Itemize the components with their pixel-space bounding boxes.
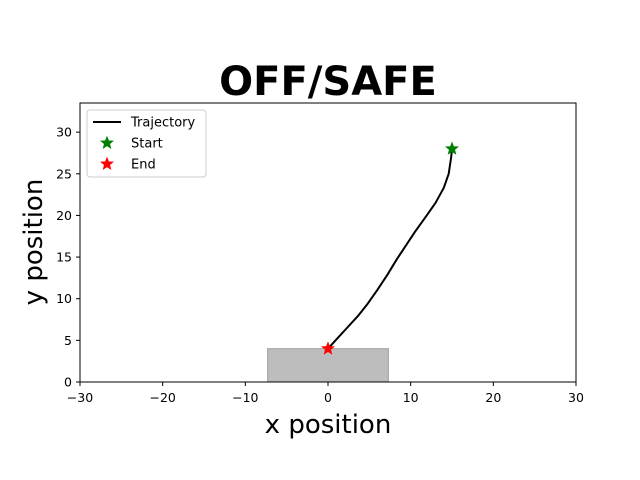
- x-tick-label-1: −20: [149, 390, 175, 405]
- y-tick-label-5: 25: [56, 166, 72, 181]
- x-axis-label: x position: [265, 410, 392, 440]
- y-axis-label: y position: [19, 179, 49, 306]
- y-tick-label-0: 0: [64, 375, 72, 390]
- y-tick-label-3: 15: [56, 250, 72, 265]
- chart-title: OFF/SAFE: [219, 59, 437, 105]
- y-tick-label-2: 10: [56, 291, 72, 306]
- x-tick-label-4: 10: [403, 390, 419, 405]
- x-tick-label-3: 0: [324, 390, 332, 405]
- safe-zone-region-0: [267, 348, 389, 383]
- y-tick-label-6: 30: [56, 125, 72, 140]
- plot-area: −30 −20 −10 0 10 20 30 0 5 10 15 20 25 30: [56, 102, 584, 405]
- legend: Trajectory Start End: [86, 109, 207, 178]
- legend-box: [86, 109, 207, 178]
- legend-swatch-start: [99, 135, 115, 149]
- legend-label-end: End: [131, 158, 156, 173]
- series-line-0: [327, 147, 453, 350]
- legend-swatch-end: [99, 156, 115, 170]
- x-tick-label-2: −10: [232, 390, 258, 405]
- marker-end-point: [320, 341, 336, 355]
- legend-label-trajectory: Trajectory: [130, 116, 195, 131]
- legend-label-start: Start: [131, 137, 163, 152]
- y-tick-label-1: 5: [64, 333, 72, 348]
- marker-start-point: [444, 141, 460, 155]
- x-tick-label-5: 20: [485, 390, 501, 405]
- x-tick-label-0: −30: [67, 390, 93, 405]
- x-tick-label-6: 30: [568, 390, 584, 405]
- y-tick-label-4: 20: [56, 208, 72, 223]
